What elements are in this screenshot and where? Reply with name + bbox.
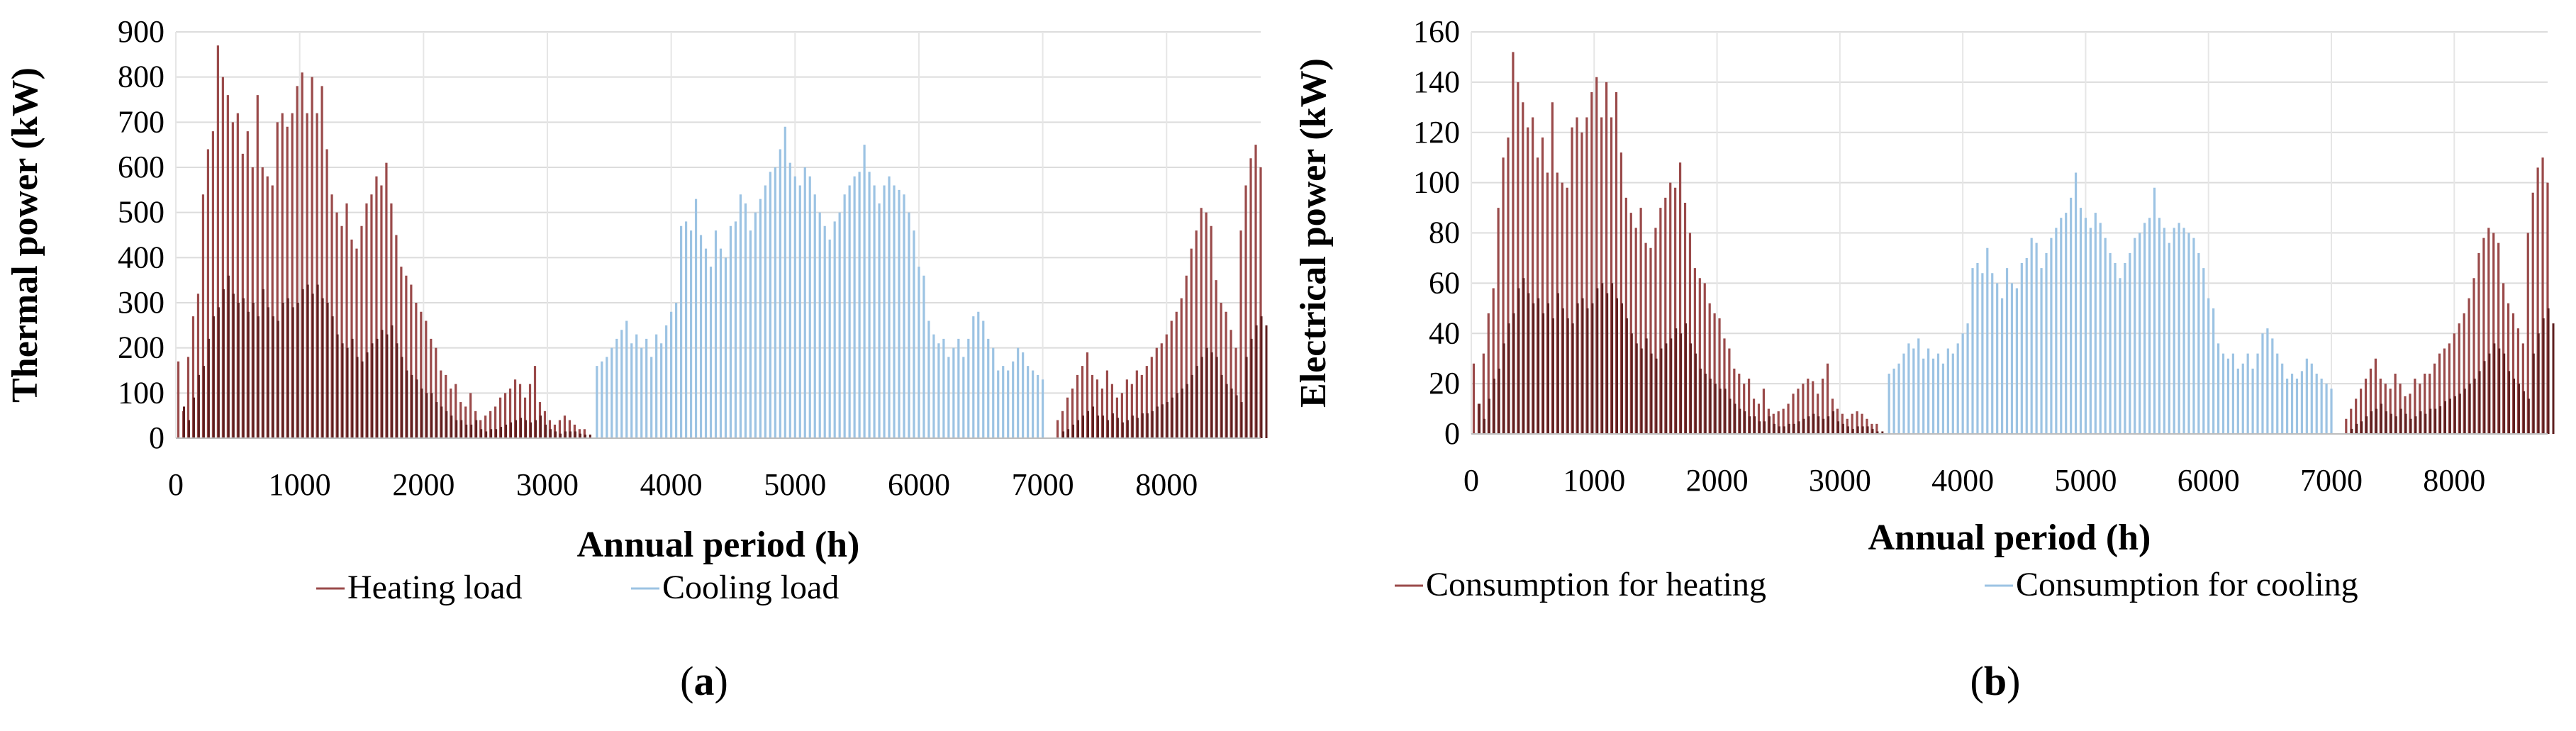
panel-label: (b) <box>1970 658 2021 704</box>
x-tick-label: 3000 <box>516 467 579 502</box>
x-tick-label: 7000 <box>1012 467 1074 502</box>
y-tick-label: 140 <box>1413 65 1460 99</box>
x-tick-label: 8000 <box>1135 467 1198 502</box>
x-tick-label: 8000 <box>2423 463 2485 498</box>
y-axis-label: Thermal power (kW) <box>5 67 45 403</box>
y-tick-label: 800 <box>118 60 165 94</box>
x-tick-label: 0 <box>1463 463 1479 498</box>
legend-label: Consumption for cooling <box>2016 566 2358 603</box>
y-tick-label: 0 <box>1444 416 1460 451</box>
y-tick-label: 900 <box>118 14 165 49</box>
y-tick-label: 700 <box>118 104 165 139</box>
x-tick-label: 5000 <box>2054 463 2117 498</box>
series-heating <box>1472 52 2555 434</box>
x-tick-label: 3000 <box>1809 463 1871 498</box>
chart-panel-a: 0 100 200 300 400 500 600 700 800 900 0 1000 2000 300… <box>0 0 1288 727</box>
y-tick-label: 400 <box>118 240 165 274</box>
chart-panel-b: 0 20 40 60 80 100 120 140 160 0 1000 2000 3000 4000 50… <box>1288 0 2576 727</box>
legend-label: Heating load <box>347 569 523 606</box>
y-tick-label: 100 <box>118 375 165 410</box>
series-cooling <box>1888 172 2333 434</box>
legend-label: Consumption for heating <box>1426 566 1766 603</box>
x-tick-label: 2000 <box>392 467 455 502</box>
y-tick-label: 120 <box>1413 115 1460 150</box>
x-axis-label: Annual period (h) <box>577 525 860 565</box>
gridlines <box>175 31 1261 439</box>
x-tick-label: 5000 <box>764 467 826 502</box>
x-tick-label: 0 <box>168 467 184 502</box>
x-tick-label: 6000 <box>2178 463 2240 498</box>
y-axis-label: Electrical power (kW) <box>1293 58 1334 408</box>
panel-label: (a) <box>680 658 728 704</box>
y-tick-label: 60 <box>1429 265 1460 300</box>
y-tick-label: 200 <box>118 330 165 365</box>
series-baseline <box>1478 278 2555 434</box>
y-tick-label: 100 <box>1413 165 1460 200</box>
x-tick-label: 7000 <box>2300 463 2363 498</box>
y-tick-label: 80 <box>1429 216 1460 250</box>
chart-a: 0 100 200 300 400 500 600 700 800 900 0 1000 2000 300… <box>5 14 1268 704</box>
legend: Heating load Cooling load <box>316 569 839 606</box>
x-tick-label: 2000 <box>1686 463 1749 498</box>
series-baseline <box>182 275 1268 438</box>
y-tick-label: 500 <box>118 195 165 230</box>
y-tick-label: 300 <box>118 285 165 320</box>
y-tick-label: 600 <box>118 150 165 184</box>
data-series <box>177 45 1268 438</box>
x-tick-label: 4000 <box>640 467 703 502</box>
data-series <box>1472 52 2555 434</box>
y-tick-label: 160 <box>1413 14 1460 49</box>
series-heating <box>177 45 1268 438</box>
x-tick-label: 1000 <box>269 467 331 502</box>
legend-label: Cooling load <box>662 569 839 606</box>
chart-b: 0 20 40 60 80 100 120 140 160 0 1000 2000 3000 4000 50… <box>1293 14 2555 704</box>
series-cooling <box>596 126 1044 438</box>
x-tick-label: 4000 <box>1931 463 1994 498</box>
x-tick-label: 1000 <box>1563 463 1625 498</box>
y-tick-label: 20 <box>1429 366 1460 401</box>
y-tick-label: 0 <box>149 420 165 455</box>
x-axis-label: Annual period (h) <box>1868 518 2151 558</box>
y-tick-label: 40 <box>1429 316 1460 350</box>
legend: Consumption for heating Consumption for c… <box>1395 566 2358 603</box>
x-tick-label: 6000 <box>888 467 950 502</box>
